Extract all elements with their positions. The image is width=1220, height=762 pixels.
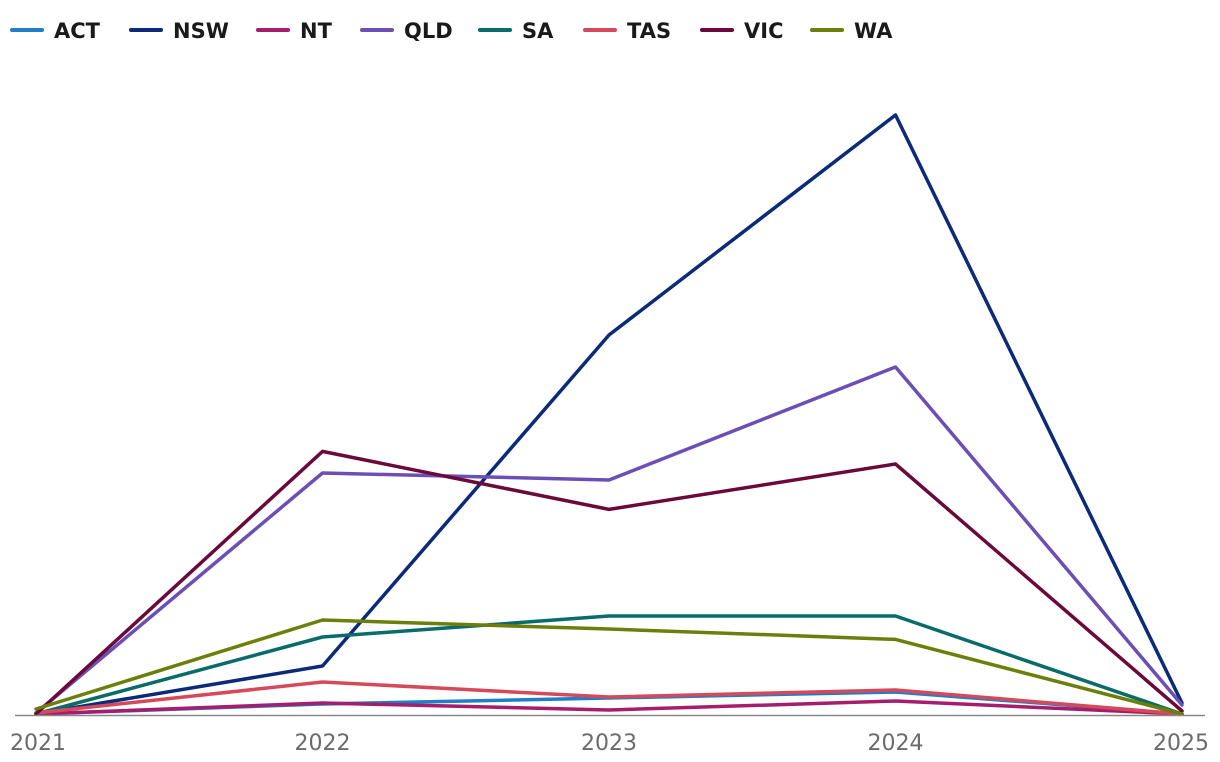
x-tick-label-2021: 2021 (10, 731, 66, 756)
series-line-nt (34, 699, 1184, 716)
x-tick-label-2023: 2023 (581, 731, 637, 756)
x-tick-label-2024: 2024 (868, 731, 924, 756)
legend-label-vic: VIC (744, 19, 783, 43)
legend-label-nt: NT (300, 19, 333, 43)
legend-label-tas: TAS (627, 19, 671, 43)
x-tick-label-2022: 2022 (295, 731, 351, 756)
series-line-sa (34, 614, 1184, 716)
legend-label-wa: WA (854, 19, 893, 43)
series-line-vic (34, 449, 1184, 716)
legend-label-act: ACT (54, 19, 101, 43)
legend-label-sa: SA (522, 19, 554, 43)
series-line-tas (34, 680, 1184, 716)
series-line-wa (34, 618, 1184, 716)
legend-label-qld: QLD (404, 19, 453, 43)
series-line-nsw (34, 113, 1184, 716)
legend-label-nsw: NSW (173, 19, 229, 43)
x-tick-label-2025: 2025 (1153, 731, 1209, 756)
legend: ACT NSW NT QLD SA TAS VIC WA (10, 19, 893, 43)
x-axis-ticks: 2021 2022 2023 2024 2025 (10, 731, 1209, 756)
series-line-qld (34, 365, 1184, 715)
series-lines (34, 113, 1184, 716)
